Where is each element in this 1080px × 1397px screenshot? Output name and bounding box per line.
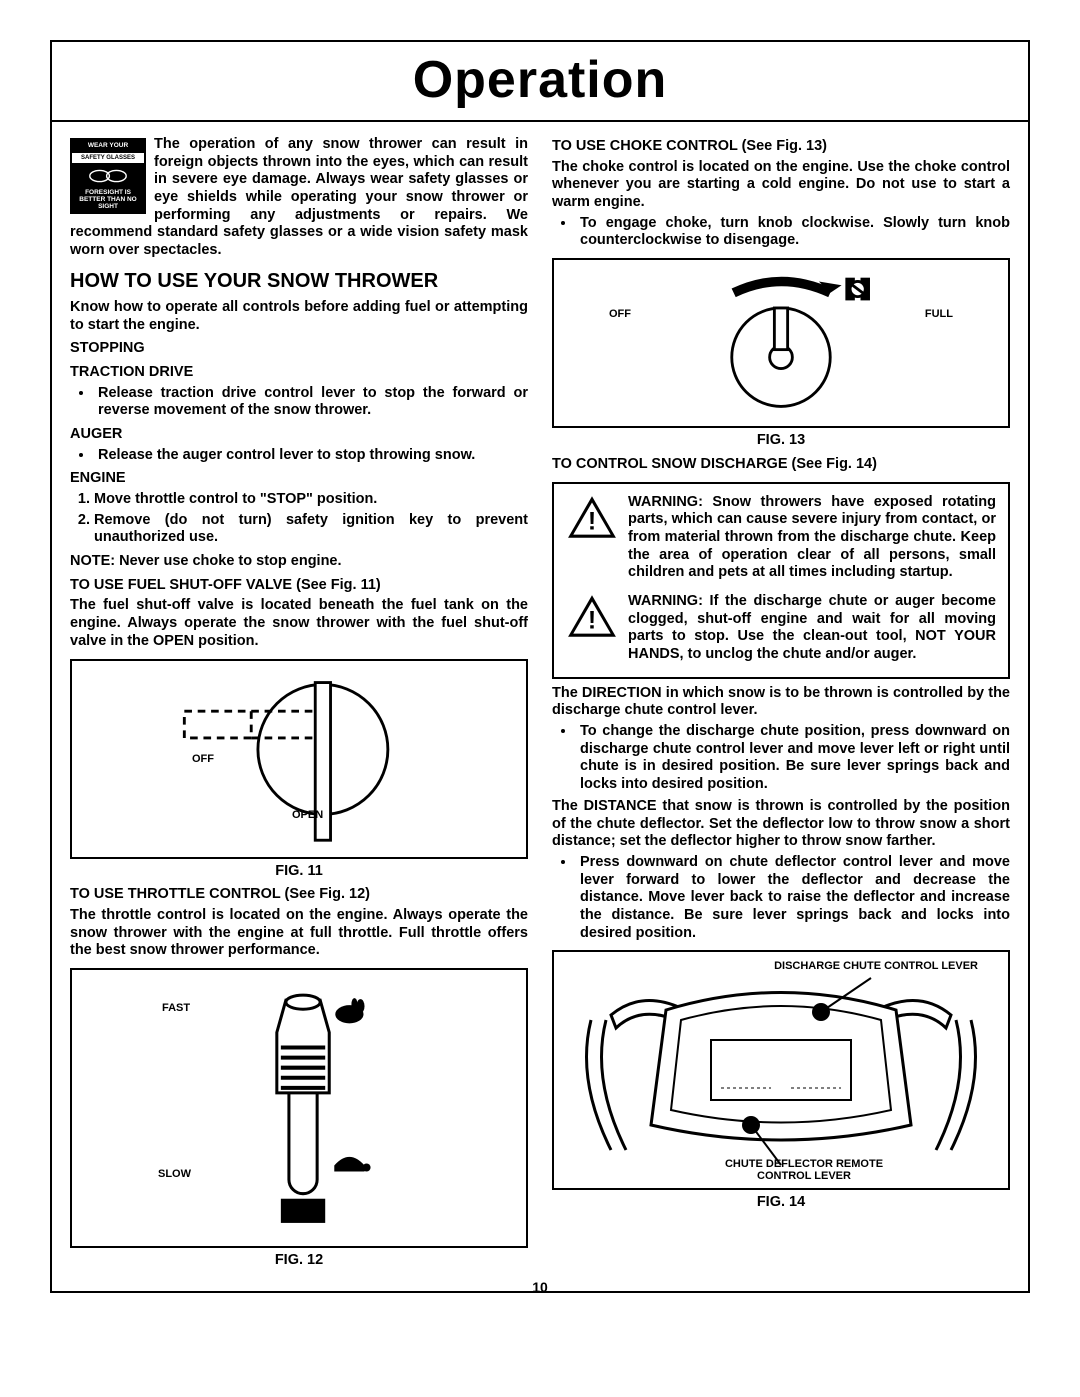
warning-box: ! WARNING: Snow throwers have exposed ro… xyxy=(552,482,1010,679)
figure-14: DISCHARGE CHUTE CONTROL LEVER CHUTE DEFL… xyxy=(552,950,1010,1190)
badge-line2: FORESIGHT IS BETTER THAN NO SIGHT xyxy=(72,189,144,210)
fig14-caption: FIG. 14 xyxy=(552,1194,1010,1212)
direction-text: The DIRECTION in which snow is to be thr… xyxy=(552,685,1010,720)
badge-line1: WEAR YOUR xyxy=(72,142,144,149)
warning-triangle-icon: ! xyxy=(566,494,618,540)
engine-item-2: Remove (do not turn) safety ignition key… xyxy=(94,512,528,547)
glasses-icon xyxy=(72,169,144,183)
distance-text: The DISTANCE that snow is thrown is cont… xyxy=(552,798,1010,851)
intro-block: WEAR YOUR SAFETY GLASSES FORESIGHT IS BE… xyxy=(70,136,528,260)
auger-item: Release the auger control lever to stop … xyxy=(94,447,528,465)
engine-item-1: Move throttle control to "STOP" position… xyxy=(94,491,528,509)
warning-1-text: WARNING: Snow throwers have exposed rota… xyxy=(628,494,996,582)
fig12-caption: FIG. 12 xyxy=(70,1252,528,1270)
traction-heading: TRACTION DRIVE xyxy=(70,364,528,382)
choke-diagram xyxy=(566,272,996,414)
how-to-heading: HOW TO USE YOUR SNOW THROWER xyxy=(70,270,528,293)
svg-text:!: ! xyxy=(588,606,596,634)
choke-list: To engage choke, turn knob clockwise. Sl… xyxy=(576,215,1010,250)
choke-heading: TO USE CHOKE CONTROL (See Fig. 13) xyxy=(552,138,1010,156)
safety-glasses-badge: WEAR YOUR SAFETY GLASSES FORESIGHT IS BE… xyxy=(70,138,146,214)
distance-list: Press downward on chute deflector contro… xyxy=(576,854,1010,942)
warning-row-1: ! WARNING: Snow throwers have exposed ro… xyxy=(566,494,996,585)
fig11-off-label: OFF xyxy=(192,753,214,765)
badge-box: SAFETY GLASSES xyxy=(72,153,144,164)
fig12-slow-label: SLOW xyxy=(158,1168,191,1180)
page-border: Operation WEAR YOUR SAFETY GLASSES FORES… xyxy=(50,40,1030,1293)
throttle-diagram xyxy=(84,982,514,1234)
throttle-text: The throttle control is located on the e… xyxy=(70,907,528,960)
fig13-off-label: OFF xyxy=(609,308,631,320)
traction-list: Release traction drive control lever to … xyxy=(94,385,528,420)
control-panel-diagram xyxy=(562,960,1000,1180)
columns-container: WEAR YOUR SAFETY GLASSES FORESIGHT IS BE… xyxy=(52,122,1028,1291)
traction-item: Release traction drive control lever to … xyxy=(94,385,528,420)
choke-item: To engage choke, turn knob clockwise. Sl… xyxy=(576,215,1010,250)
left-column: WEAR YOUR SAFETY GLASSES FORESIGHT IS BE… xyxy=(70,136,528,1273)
discharge-heading: TO CONTROL SNOW DISCHARGE (See Fig. 14) xyxy=(552,456,1010,474)
choke-text: The choke control is located on the engi… xyxy=(552,159,1010,212)
fig11-caption: FIG. 11 xyxy=(70,863,528,881)
fig11-open-label: OPEN xyxy=(292,809,323,821)
fuel-text: The fuel shut-off valve is located benea… xyxy=(70,597,528,650)
direction-list: To change the discharge chute position, … xyxy=(576,723,1010,794)
warning-triangle-icon: ! xyxy=(566,593,618,639)
auger-list: Release the auger control lever to stop … xyxy=(94,447,528,465)
fig14-label2: CHUTE DEFLECTOR REMOTE CONTROL LEVER xyxy=(714,1158,894,1182)
figure-13: OFF FULL xyxy=(552,258,1010,428)
warning-row-2: ! WARNING: If the discharge chute or aug… xyxy=(566,593,996,667)
direction-item: To change the discharge chute position, … xyxy=(576,723,1010,794)
svg-text:!: ! xyxy=(588,507,596,535)
auger-heading: AUGER xyxy=(70,426,528,444)
fig12-stop-label: STOP xyxy=(212,1219,242,1231)
know-text: Know how to operate all controls before … xyxy=(70,299,528,334)
engine-list: Move throttle control to "STOP" position… xyxy=(94,491,528,547)
fuel-heading: TO USE FUEL SHUT-OFF VALVE (See Fig. 11) xyxy=(70,577,528,595)
fig14-label1: DISCHARGE CHUTE CONTROL LEVER xyxy=(774,960,978,972)
fig13-caption: FIG. 13 xyxy=(552,432,1010,450)
warning-2-text: WARNING: If the discharge chute or auger… xyxy=(628,593,996,664)
stopping-heading: STOPPING xyxy=(70,340,528,358)
throttle-heading: TO USE THROTTLE CONTROL (See Fig. 12) xyxy=(70,886,528,904)
engine-heading: ENGINE xyxy=(70,470,528,488)
right-column: TO USE CHOKE CONTROL (See Fig. 13) The c… xyxy=(552,136,1010,1273)
fig13-full-label: FULL xyxy=(925,308,953,320)
note-text: NOTE: Never use choke to stop engine. xyxy=(70,553,528,571)
figure-11: OFF OPEN xyxy=(70,659,528,859)
page-title: Operation xyxy=(52,42,1028,122)
figure-12: FAST SLOW STOP xyxy=(70,968,528,1248)
distance-item: Press downward on chute deflector contro… xyxy=(576,854,1010,942)
fig12-fast-label: FAST xyxy=(162,1002,190,1014)
page-number: 10 xyxy=(50,1275,1030,1299)
